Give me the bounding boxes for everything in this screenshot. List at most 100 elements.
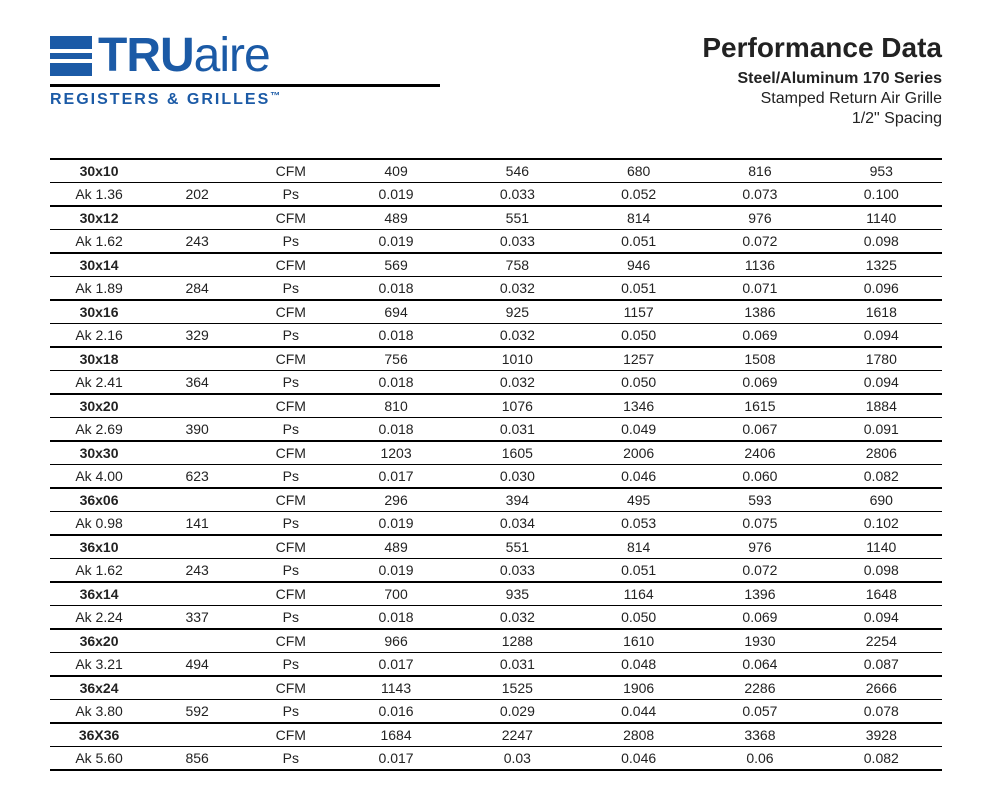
data-cell: 0.102 xyxy=(821,512,942,536)
logo-icon xyxy=(50,36,92,76)
data-cell: 0.094 xyxy=(821,371,942,395)
data-cell: 0.069 xyxy=(699,371,820,395)
data-cell: 966 xyxy=(335,629,456,653)
data-cell: 1346 xyxy=(578,394,699,418)
data-cell: 0.053 xyxy=(578,512,699,536)
data-cell: 0.031 xyxy=(457,418,578,442)
data-cell: 551 xyxy=(457,206,578,230)
data-cell: 0.032 xyxy=(457,277,578,301)
logo-wordmark: TRUaire xyxy=(98,32,270,80)
data-cell: 0.082 xyxy=(821,747,942,771)
data-cell: 0.034 xyxy=(457,512,578,536)
data-cell: 2806 xyxy=(821,441,942,465)
data-cell: 0.032 xyxy=(457,371,578,395)
data-cell: 409 xyxy=(335,159,456,183)
label-cell: CFM xyxy=(246,347,335,371)
val-cell: 337 xyxy=(148,606,246,630)
table-row: 30x20CFM8101076134616151884 xyxy=(50,394,942,418)
data-cell: 976 xyxy=(699,206,820,230)
size-cell: 30x16 xyxy=(50,300,148,324)
data-cell: 1884 xyxy=(821,394,942,418)
logo-tru: TRU xyxy=(98,29,194,82)
data-cell: 593 xyxy=(699,488,820,512)
table-row: 30x18CFM7561010125715081780 xyxy=(50,347,942,371)
val-cell-empty xyxy=(148,441,246,465)
data-cell: 1906 xyxy=(578,676,699,700)
size-cell: 36x14 xyxy=(50,582,148,606)
val-cell: 284 xyxy=(148,277,246,301)
data-cell: 0.06 xyxy=(699,747,820,771)
logo-tagline: REGISTERS & GRILLES xyxy=(50,91,270,108)
table-row: 36x10CFM4895518149761140 xyxy=(50,535,942,559)
data-cell: 0.067 xyxy=(699,418,820,442)
data-cell: 495 xyxy=(578,488,699,512)
label-cell: CFM xyxy=(246,206,335,230)
size-cell: 36x06 xyxy=(50,488,148,512)
data-cell: 0.064 xyxy=(699,653,820,677)
size-cell: 36x20 xyxy=(50,629,148,653)
data-cell: 0.016 xyxy=(335,700,456,724)
data-cell: 976 xyxy=(699,535,820,559)
table-row: Ak 2.69390Ps0.0180.0310.0490.0670.091 xyxy=(50,418,942,442)
data-cell: 0.051 xyxy=(578,230,699,254)
val-cell-empty xyxy=(148,206,246,230)
data-cell: 0.044 xyxy=(578,700,699,724)
logo-top: TRUaire xyxy=(50,32,440,80)
val-cell-empty xyxy=(148,535,246,559)
data-cell: 1157 xyxy=(578,300,699,324)
data-cell: 3928 xyxy=(821,723,942,747)
table-row: Ak 2.16329Ps0.0180.0320.0500.0690.094 xyxy=(50,324,942,348)
size-cell: 36X36 xyxy=(50,723,148,747)
val-cell: 141 xyxy=(148,512,246,536)
data-cell: 0.060 xyxy=(699,465,820,489)
data-cell: 0.050 xyxy=(578,606,699,630)
val-cell: 243 xyxy=(148,559,246,583)
table-row: Ak 3.80592Ps0.0160.0290.0440.0570.078 xyxy=(50,700,942,724)
data-cell: 0.018 xyxy=(335,277,456,301)
data-cell: 0.017 xyxy=(335,747,456,771)
data-cell: 551 xyxy=(457,535,578,559)
table-row: 36x06CFM296394495593690 xyxy=(50,488,942,512)
data-cell: 1684 xyxy=(335,723,456,747)
size-cell: 30x10 xyxy=(50,159,148,183)
data-cell: 690 xyxy=(821,488,942,512)
data-cell: 0.033 xyxy=(457,183,578,207)
data-cell: 546 xyxy=(457,159,578,183)
data-cell: 0.072 xyxy=(699,559,820,583)
data-cell: 0.069 xyxy=(699,324,820,348)
data-cell: 1143 xyxy=(335,676,456,700)
page-subtitle: Steel/Aluminum 170 Series xyxy=(702,70,942,88)
table-row: 30x30CFM12031605200624062806 xyxy=(50,441,942,465)
data-cell: 0.072 xyxy=(699,230,820,254)
data-cell: 569 xyxy=(335,253,456,277)
label-cell: Ps xyxy=(246,324,335,348)
label-cell: CFM xyxy=(246,723,335,747)
data-cell: 946 xyxy=(578,253,699,277)
data-cell: 0.075 xyxy=(699,512,820,536)
data-cell: 0.031 xyxy=(457,653,578,677)
table-row: 36X36CFM16842247280833683928 xyxy=(50,723,942,747)
val-cell-empty xyxy=(148,159,246,183)
table-row: 36x24CFM11431525190622862666 xyxy=(50,676,942,700)
ak-cell: Ak 1.89 xyxy=(50,277,148,301)
data-cell: 935 xyxy=(457,582,578,606)
table-row: 30x14CFM56975894611361325 xyxy=(50,253,942,277)
label-cell: CFM xyxy=(246,300,335,324)
data-cell: 2286 xyxy=(699,676,820,700)
size-cell: 30x12 xyxy=(50,206,148,230)
table-row: 30x10CFM409546680816953 xyxy=(50,159,942,183)
ak-cell: Ak 2.69 xyxy=(50,418,148,442)
data-cell: 1525 xyxy=(457,676,578,700)
data-cell: 0.050 xyxy=(578,324,699,348)
label-cell: Ps xyxy=(246,183,335,207)
table-row: Ak 1.36202Ps0.0190.0330.0520.0730.100 xyxy=(50,183,942,207)
data-cell: 489 xyxy=(335,535,456,559)
data-cell: 1396 xyxy=(699,582,820,606)
val-cell-empty xyxy=(148,582,246,606)
table-row: 36x20CFM9661288161019302254 xyxy=(50,629,942,653)
ak-cell: Ak 4.00 xyxy=(50,465,148,489)
table-row: Ak 1.89284Ps0.0180.0320.0510.0710.096 xyxy=(50,277,942,301)
data-cell: 0.087 xyxy=(821,653,942,677)
data-cell: 814 xyxy=(578,206,699,230)
data-cell: 0.094 xyxy=(821,324,942,348)
